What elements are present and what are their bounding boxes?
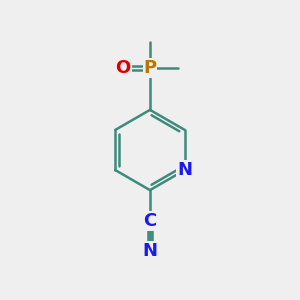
Text: C: C <box>143 212 157 230</box>
Text: P: P <box>143 59 157 77</box>
Text: N: N <box>142 242 158 260</box>
Text: N: N <box>177 161 192 179</box>
Text: O: O <box>116 59 131 77</box>
